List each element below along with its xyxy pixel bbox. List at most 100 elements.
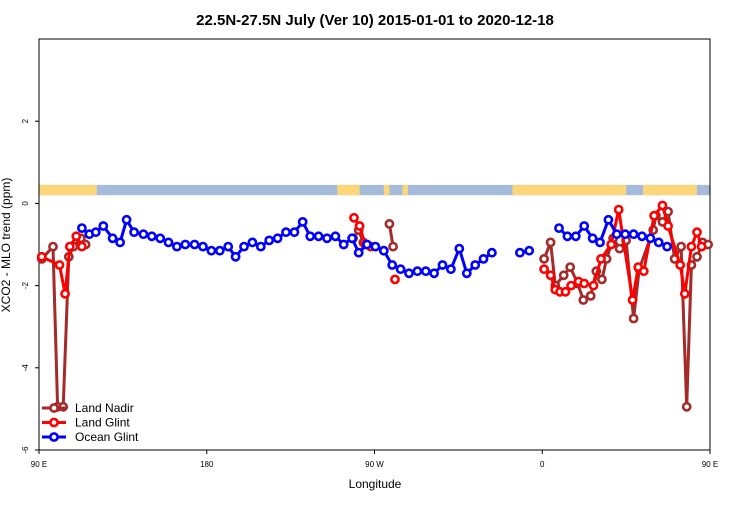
ocean-glint-point (77, 223, 87, 233)
ocean-glint-point (206, 245, 217, 256)
ocean-glint-point (239, 241, 249, 252)
ocean-glint-point (662, 241, 672, 252)
ocean-glint-point (347, 233, 357, 244)
land-glint-point (663, 221, 673, 231)
ocean-glint-point (330, 231, 341, 242)
ocean-glint-point (404, 268, 414, 279)
land-glint-point (354, 221, 365, 231)
land-nadir-point (545, 237, 556, 248)
legend-label-land-glint: Land Glint (75, 416, 130, 430)
x-tick-label: 90 E (31, 460, 47, 469)
land-nadir-point (614, 243, 625, 254)
ocean-glint-point (171, 241, 182, 252)
land-strip-segment (512, 184, 627, 196)
land-glint-point (566, 280, 576, 291)
land-glint-point (60, 288, 70, 299)
ocean-glint-point (121, 214, 132, 225)
land-glint-point (692, 227, 702, 238)
ocean-glint-point (562, 231, 573, 242)
ocean-glint-point (115, 237, 125, 248)
ocean-glint-point (247, 237, 258, 248)
x-tick-label: 180 (200, 460, 214, 469)
ocean-glint-point (129, 227, 139, 238)
land-strip-segment (337, 184, 360, 196)
land-nadir-point (565, 262, 576, 272)
land-glint-point (657, 200, 668, 211)
x-axis-label: Longitude (349, 477, 402, 491)
ocean-glint-point (313, 231, 324, 242)
land-glint-point (606, 239, 617, 250)
land-glint-point (686, 241, 697, 252)
ocean-glint-point (454, 243, 465, 254)
ocean-glint-point (214, 245, 225, 256)
ocean-glint-point (223, 241, 234, 252)
legend-marker-land-nadir (49, 403, 59, 413)
land-glint-point (64, 241, 75, 252)
land-glint-point (36, 251, 47, 262)
ocean-glint-point (163, 237, 174, 248)
ocean-glint-point (189, 239, 200, 250)
ocean-glint-point (620, 229, 631, 240)
land-glint-point (390, 274, 400, 285)
legend-label-land-nadir: Land Nadir (75, 401, 134, 415)
land-glint-point (579, 278, 590, 289)
ocean-glint-point (370, 241, 381, 252)
land-glint-point (675, 260, 686, 270)
land-nadir-point (388, 241, 398, 252)
ocean-glint-point (255, 241, 266, 252)
legend-marker-ocean-glint (49, 432, 59, 442)
land-glint-point (539, 264, 549, 275)
land-glint-point (349, 212, 359, 223)
ocean-glint-point (264, 235, 275, 246)
ocean-glint-point (98, 221, 109, 231)
ocean-glint-point (387, 260, 398, 270)
ocean-glint-point (338, 239, 349, 250)
ocean-glint-point (180, 239, 191, 250)
y-tick-label: -6 (21, 446, 30, 454)
ocean-glint-point (637, 231, 647, 242)
ocean-glint-point (305, 231, 316, 242)
land-strip-segment (383, 184, 390, 196)
series-land-nadir (36, 206, 713, 412)
legend-marker-land-glint (49, 417, 59, 428)
ocean-glint-point (486, 247, 497, 258)
ocean-glint-point (146, 231, 157, 242)
y-tick-label: 0 (21, 201, 30, 206)
land-nadir-point (558, 270, 569, 281)
series-ocean-glint (77, 214, 672, 279)
x-tick-label: 0 (540, 460, 545, 469)
land-nadir-point (48, 241, 58, 252)
y-tick-label: -4 (21, 364, 30, 372)
ocean-glint-point (478, 253, 489, 264)
ocean-glint-point (628, 229, 639, 240)
ocean-glint-point (429, 268, 439, 279)
ocean-glint-point (281, 227, 291, 238)
ocean-glint-point (297, 216, 308, 227)
legend-label-ocean-glint: Ocean Glint (75, 430, 139, 444)
ocean-glint-point (155, 233, 166, 244)
ocean-glint-point (395, 264, 406, 275)
ocean-glint-point (90, 227, 101, 238)
ocean-glint-point (420, 266, 431, 277)
ocean-glint-point (470, 260, 481, 270)
ocean-glint-point (322, 233, 332, 244)
land-glint-point (545, 270, 556, 281)
land-glint-point (679, 288, 690, 299)
ocean-glint-point (645, 233, 656, 244)
ocean-glint-point (445, 264, 456, 275)
ocean-glint-point (138, 229, 149, 240)
land-strip-segment (402, 184, 409, 196)
land-strip-segment (39, 184, 97, 196)
land-nadir-point (539, 253, 549, 264)
land-glint-point (649, 210, 659, 221)
land-ocean-strip (39, 184, 710, 196)
land-nadir-point (676, 241, 686, 252)
ocean-glint-point (515, 247, 525, 258)
ocean-strip (39, 184, 710, 196)
ocean-glint-point (412, 266, 423, 277)
ocean-glint-point (603, 214, 614, 225)
ocean-glint-point (587, 233, 598, 244)
land-glint-point (627, 295, 638, 305)
